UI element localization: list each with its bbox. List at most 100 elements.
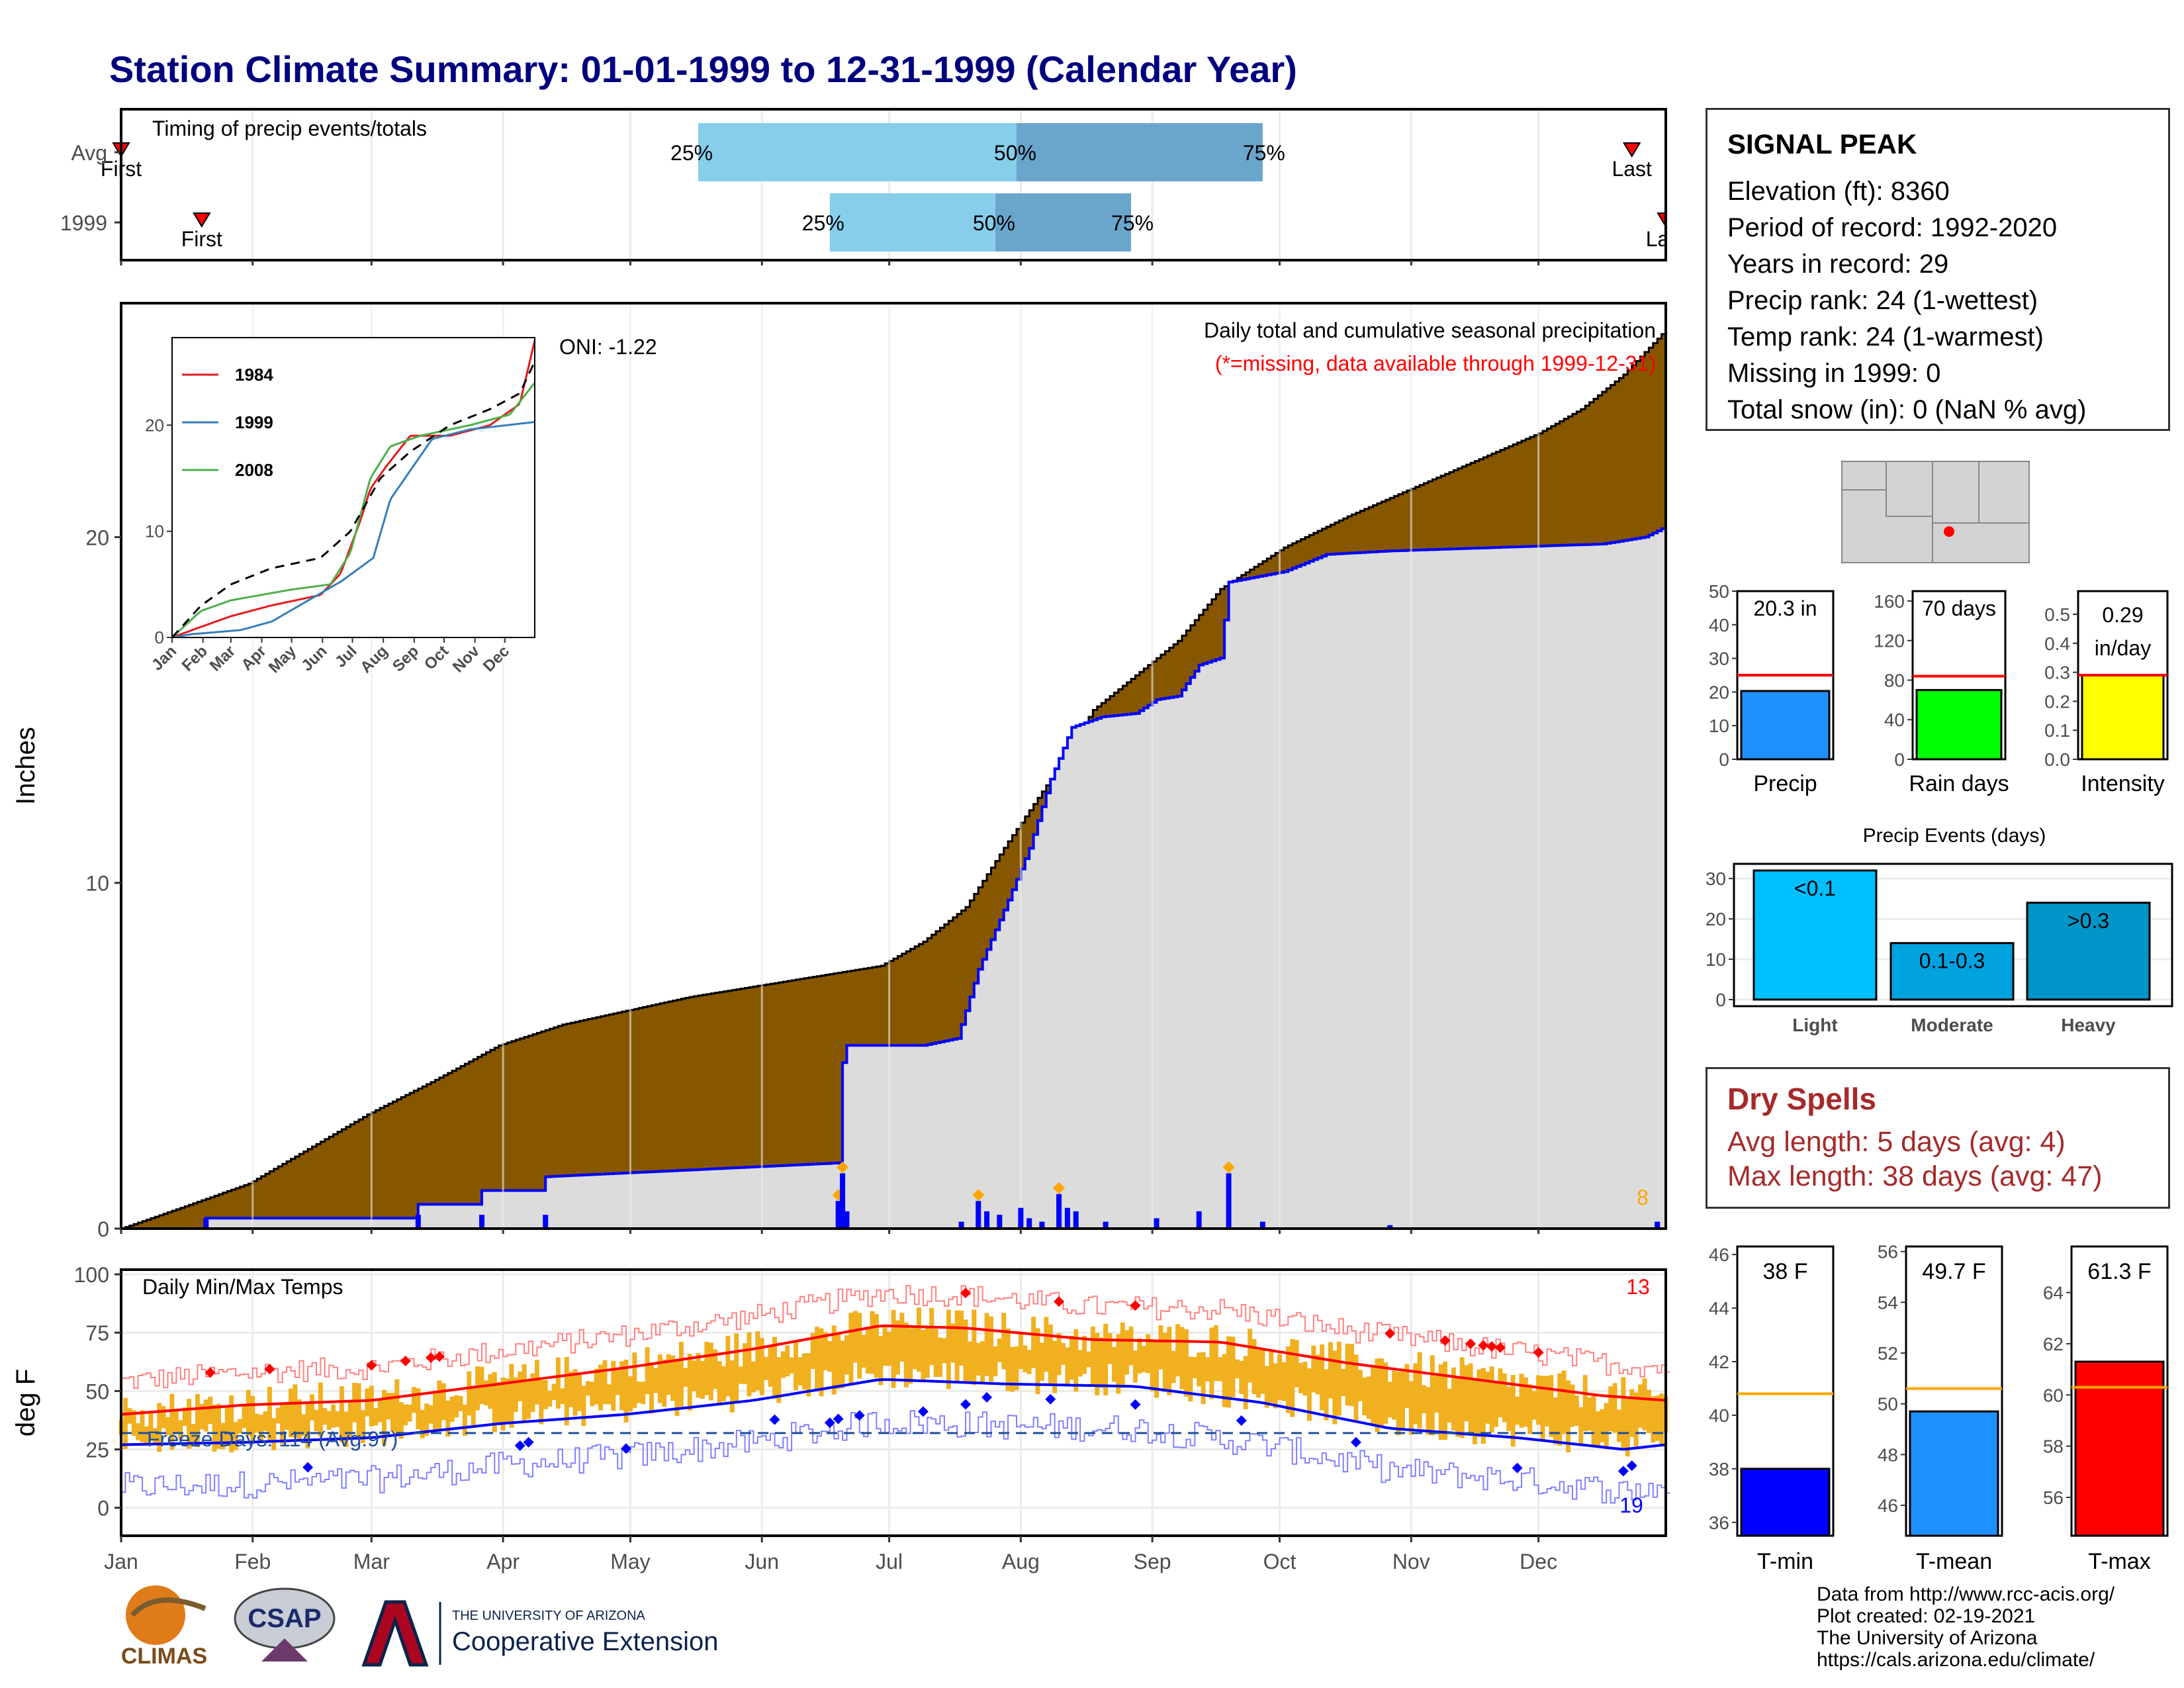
daily-precip-bar	[1018, 1207, 1024, 1229]
daily-temp-range-bar	[946, 1309, 951, 1389]
daily-temp-range-bar	[1086, 1351, 1091, 1368]
daily-temp-range-bar	[1120, 1322, 1125, 1388]
inset-series-2008	[171, 382, 536, 639]
summary-ytick-label: 0.0	[2044, 749, 2070, 770]
summary-value-label: in/day	[2095, 636, 2151, 660]
daily-temp-range-bar	[259, 1415, 264, 1442]
station-location-dot	[1944, 526, 1954, 537]
daily-precip-bar	[1056, 1194, 1062, 1229]
temp-bar-ytick-label: 60	[2043, 1385, 2064, 1405]
event-bar-moderate	[1889, 942, 2015, 1001]
daily-temp-range-bar	[1616, 1409, 1621, 1442]
temp-bar-ytick-label: 58	[2043, 1436, 2064, 1457]
daily-temp-range-bar	[157, 1403, 162, 1452]
daily-temp-range-bar	[590, 1382, 595, 1407]
daily-temp-range-bar	[475, 1366, 480, 1411]
timing-p25-label: 25%	[670, 141, 713, 165]
daily-temp-range-bar	[1197, 1352, 1202, 1387]
daily-temp-range-bar	[1515, 1396, 1520, 1425]
daily-temp-range-bar	[1255, 1349, 1261, 1398]
heavy-event-marker	[972, 1189, 985, 1201]
daily-temp-range-bar	[1375, 1358, 1380, 1432]
daily-temp-range-bar	[522, 1364, 527, 1421]
daily-temp-range-bar	[127, 1408, 132, 1424]
daily-temp-range-bar	[275, 1407, 281, 1424]
daily-temp-range-bar	[1417, 1352, 1422, 1429]
daily-temp-range-bar	[233, 1422, 238, 1450]
summary-bar-label: Rain days	[1909, 771, 2009, 796]
daily-temp-range-bar	[866, 1328, 871, 1374]
daily-temp-range-bar	[891, 1309, 896, 1388]
daily-temp-range-bar	[1396, 1372, 1401, 1436]
precip-panel-frame	[120, 302, 1667, 1230]
daily-temp-range-bar	[1379, 1358, 1384, 1426]
record-high-marker	[426, 1352, 437, 1364]
daily-temp-range-bar	[199, 1403, 205, 1430]
summary-ytick-label: 0.3	[2044, 663, 2070, 683]
daily-temp-range-bar	[1633, 1392, 1639, 1446]
daily-temp-range-bar	[1230, 1336, 1236, 1397]
record-low-marker	[769, 1414, 780, 1425]
daily-temp-range-bar	[1557, 1373, 1563, 1446]
daily-temp-range-bar	[1447, 1388, 1452, 1423]
daily-temp-range-bar	[1035, 1328, 1040, 1395]
record-high-marker	[205, 1367, 216, 1378]
daily-temp-range-bar	[326, 1411, 332, 1430]
daily-temp-range-bar	[1366, 1376, 1371, 1419]
daily-temp-range-bar	[967, 1341, 972, 1383]
daily-temp-range-bar	[246, 1389, 251, 1436]
station-elevation: Elevation (ft): 8360	[1727, 177, 1950, 206]
daily-temp-range-bar	[743, 1343, 748, 1385]
daily-temp-range-bar	[1430, 1355, 1435, 1436]
daily-temp-range-bar	[187, 1399, 192, 1449]
record-high-marker	[433, 1351, 445, 1362]
daily-temp-range-bar	[445, 1400, 451, 1437]
daily-temp-range-bar	[972, 1309, 977, 1385]
daily-temp-range-bar	[1489, 1366, 1494, 1433]
daily-temp-range-bar	[1659, 1393, 1664, 1446]
timing-bar-q25-q50	[829, 193, 995, 252]
daily-temp-range-bar	[496, 1382, 502, 1425]
cumulative-avg-line	[121, 330, 1667, 1230]
daily-temp-range-bar	[1132, 1350, 1138, 1383]
temp-bar-value-label: 38 F	[1762, 1259, 1807, 1284]
daily-temp-range-bar	[369, 1385, 374, 1427]
daily-precip-bar	[976, 1201, 981, 1229]
daily-temp-range-bar	[505, 1378, 510, 1424]
daily-temp-range-bar	[887, 1331, 892, 1366]
station-years: Years in record: 29	[1727, 250, 1949, 279]
daily-temp-range-bar	[1332, 1350, 1338, 1425]
summary-ytick-label: 10	[1709, 716, 1729, 736]
summary-ytick-label: 40	[1709, 615, 1729, 635]
daily-temp-range-bar	[293, 1384, 298, 1438]
daily-temp-range-bar	[1188, 1356, 1193, 1401]
daily-temp-range-bar	[420, 1409, 425, 1438]
temp-bar-t-min	[1740, 1468, 1831, 1537]
daily-temp-range-bar	[649, 1362, 655, 1414]
daily-temp-range-bar	[1426, 1387, 1431, 1435]
daily-temp-range-bar	[373, 1408, 379, 1426]
daily-precip-bar	[543, 1215, 549, 1229]
daily-temp-range-bar	[220, 1423, 226, 1450]
precip-ytick-label: 10	[85, 872, 109, 896]
daily-temp-range-bar	[831, 1325, 837, 1395]
daily-temp-range-bar	[1048, 1324, 1053, 1385]
daily-temp-range-bar	[1167, 1327, 1172, 1395]
daily-temp-range-bar	[903, 1322, 909, 1387]
daily-temp-range-bar	[263, 1411, 268, 1431]
daily-temp-range-bar	[577, 1373, 582, 1411]
month-label: May	[610, 1550, 650, 1573]
summary-bar-precip	[1740, 690, 1831, 761]
temp-bar-ytick-label: 54	[1878, 1292, 1898, 1313]
daily-temp-range-bar	[569, 1371, 574, 1407]
daily-temp-range-bar	[1269, 1349, 1274, 1403]
daily-temp-range-bar	[377, 1399, 383, 1423]
temp-bar-ytick-label: 36	[1709, 1513, 1729, 1533]
daily-temp-range-bar	[780, 1351, 786, 1378]
precip-ytick-label: 0	[97, 1217, 109, 1241]
daily-temp-range-bar	[581, 1385, 586, 1427]
daily-temp-range-bar	[678, 1342, 684, 1407]
daily-precip-bar	[1073, 1211, 1079, 1229]
daily-temp-range-bar	[216, 1403, 221, 1449]
